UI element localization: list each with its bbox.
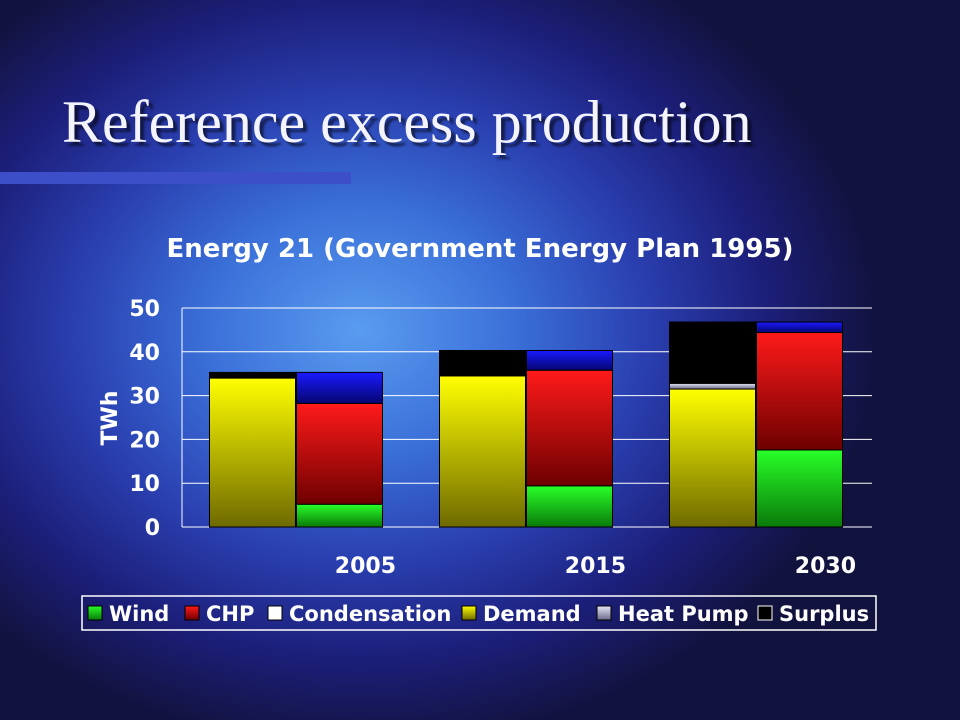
title-divider — [0, 172, 351, 184]
bar-segment-import-2015 — [526, 349, 613, 371]
bar-segment-chp-2030 — [756, 332, 843, 451]
bar-segment-demand-2015 — [439, 375, 526, 528]
y-tick-label: 10 — [129, 472, 160, 497]
y-axis-label: TWh — [98, 391, 123, 446]
legend-swatch-chp — [184, 605, 200, 621]
bar-segment-surplus-2015 — [439, 349, 526, 377]
x-tick-label-2030: 2030 — [795, 554, 856, 579]
bar-segment-chp-2015 — [526, 369, 613, 487]
legend-swatch-demand — [461, 605, 477, 621]
chart-title: Energy 21 (Government Energy Plan 1995) — [167, 234, 794, 264]
y-tick-label: 30 — [129, 385, 160, 410]
y-tick-label: 50 — [129, 297, 160, 322]
slide-title: Reference excess production — [62, 89, 752, 155]
y-tick-label: 40 — [129, 341, 160, 366]
legend-label-surplus: Surplus — [779, 602, 869, 626]
legend-label-wind: Wind — [109, 602, 169, 626]
bar-segment-heat-pump-2030 — [669, 382, 756, 390]
bar-segment-wind-2005 — [296, 503, 383, 528]
bar-segment-import-2005 — [296, 371, 383, 404]
legend-label-demand: Demand — [483, 602, 581, 626]
legend-swatch-wind — [87, 605, 103, 621]
bar-segment-wind-2030 — [756, 449, 843, 528]
legend-label-heat-pump: Heat Pump — [618, 602, 749, 626]
legend-swatch-surplus — [757, 605, 773, 621]
y-tick-label: 20 — [129, 428, 160, 453]
legend-swatch-condensation — [267, 605, 283, 621]
legend-swatch-heat-pump — [596, 605, 612, 621]
bar-segment-demand-2005 — [209, 377, 296, 528]
legend: Wind CHP Condensation Demand Heat Pump Surplu… — [81, 595, 877, 631]
bar-segment-surplus-2030 — [669, 321, 756, 384]
x-tick-label-2015: 2015 — [565, 554, 626, 579]
bar-segment-wind-2015 — [526, 485, 613, 528]
bar-segment-surplus-2005 — [209, 371, 296, 379]
legend-frame — [81, 595, 877, 631]
y-tick-label: 0 — [145, 516, 160, 541]
bar-segment-demand-2030 — [669, 388, 756, 528]
legend-label-chp: CHP — [206, 602, 254, 626]
x-tick-label-2005: 2005 — [335, 554, 396, 579]
bar-segment-import-2030 — [756, 321, 843, 334]
legend-label-condensation: Condensation — [289, 602, 451, 626]
bar-segment-chp-2005 — [296, 402, 383, 505]
